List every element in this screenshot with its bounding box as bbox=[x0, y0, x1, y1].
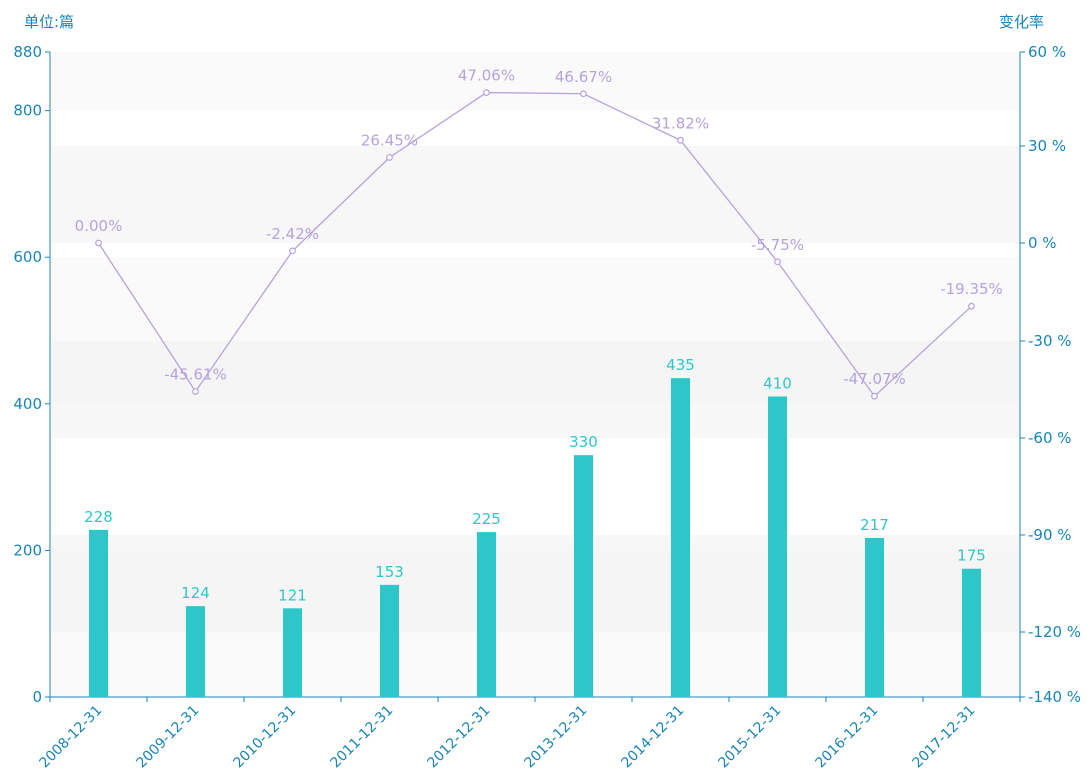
bar-data-label: 124 bbox=[181, 584, 210, 602]
split-band bbox=[51, 535, 1020, 632]
split-band bbox=[51, 438, 1020, 535]
bar-series: 228 124 121 153 225 330 435 410 217 175 bbox=[84, 356, 986, 697]
series-line bbox=[97, 91, 972, 398]
x-tick-label: 2017-12-31 bbox=[909, 703, 978, 772]
y-right-unit-label: 变化率 bbox=[999, 13, 1044, 31]
line-data-label: -5.75% bbox=[751, 236, 804, 254]
x-tick-label: 2009-12-31 bbox=[133, 703, 202, 772]
bar-data-label: 435 bbox=[666, 356, 695, 374]
bar-data-label: 330 bbox=[569, 433, 598, 451]
bar-data-label: 217 bbox=[860, 516, 889, 534]
line-point bbox=[483, 89, 490, 96]
split-band bbox=[51, 146, 1020, 243]
x-tick-label: 2011-12-31 bbox=[327, 703, 396, 772]
y-right-tick-label: -30 % bbox=[1028, 332, 1072, 350]
y-left-tick-label: 400 bbox=[13, 395, 42, 413]
split-band bbox=[51, 243, 1020, 341]
x-tick-label: 2010-12-31 bbox=[230, 703, 299, 772]
y-right-tick-label: 0 % bbox=[1028, 234, 1057, 252]
line-data-label: 31.82% bbox=[652, 114, 709, 132]
y-left-tick-label: 200 bbox=[13, 541, 42, 559]
y-left-tick-label: 600 bbox=[13, 248, 42, 266]
bar-data-label: 153 bbox=[375, 563, 404, 581]
split-band-left bbox=[51, 550, 1020, 697]
line-point bbox=[289, 247, 296, 255]
line-point bbox=[386, 154, 393, 161]
x-tick-label: 2012-12-31 bbox=[424, 703, 493, 772]
line-point bbox=[192, 388, 199, 395]
line-data-label: 47.06% bbox=[458, 67, 515, 85]
bar bbox=[574, 455, 593, 697]
line-point bbox=[580, 90, 587, 98]
x-tick-label: 2008-12-31 bbox=[36, 703, 105, 772]
line-point bbox=[774, 258, 781, 266]
split-band bbox=[51, 341, 1020, 438]
bar bbox=[671, 378, 690, 697]
y-right-tick-label: -90 % bbox=[1028, 526, 1072, 544]
split-band-left bbox=[51, 52, 1020, 111]
split-band bbox=[51, 632, 1020, 697]
line-data-label: -45.61% bbox=[164, 365, 227, 383]
y-right-tick-label: -120 % bbox=[1028, 623, 1081, 641]
y-right-tick-label: 30 % bbox=[1028, 137, 1066, 155]
line-point bbox=[871, 392, 878, 400]
y-right-tick-label: 60 % bbox=[1028, 43, 1066, 61]
line-point bbox=[95, 239, 102, 247]
y-left-tick-label: 800 bbox=[13, 102, 42, 120]
y-right-tick-label: -140 % bbox=[1028, 688, 1081, 706]
x-tick-label: 2016-12-31 bbox=[812, 703, 881, 772]
line-point bbox=[968, 302, 975, 310]
bar bbox=[768, 396, 787, 697]
line-data-label: -2.42% bbox=[266, 225, 319, 243]
line-point bbox=[677, 136, 684, 144]
bar bbox=[186, 606, 205, 697]
bar bbox=[283, 608, 302, 697]
line-data-label: 26.45% bbox=[361, 131, 418, 149]
split-band bbox=[51, 52, 1020, 146]
bar-data-label: 121 bbox=[278, 586, 307, 604]
y-left-tick-label: 880 bbox=[13, 43, 42, 61]
x-tick-label: 2015-12-31 bbox=[715, 703, 784, 772]
split-band-left bbox=[51, 257, 1020, 404]
y-right-tick-label: -60 % bbox=[1028, 429, 1072, 447]
split-area-bands bbox=[51, 52, 1020, 697]
bar bbox=[477, 532, 496, 697]
bar-data-label: 175 bbox=[957, 547, 986, 565]
line-data-label: -19.35% bbox=[940, 280, 1003, 298]
line-series: 0.00% -45.61% -2.42% 26.45% 47.06% 46.67% 31.8… bbox=[75, 67, 1003, 400]
line-data-label: -47.07% bbox=[843, 370, 906, 388]
bar-data-label: 225 bbox=[472, 510, 501, 528]
bar bbox=[89, 529, 108, 697]
bar bbox=[380, 584, 399, 697]
bar-data-label: 228 bbox=[84, 508, 113, 526]
bar bbox=[962, 568, 981, 697]
x-tick-label: 2013-12-31 bbox=[521, 703, 590, 772]
x-tick-label: 2014-12-31 bbox=[618, 703, 687, 772]
y-left-tick-label: 0 bbox=[32, 688, 42, 706]
y-left-unit-label: 单位:篇 bbox=[24, 13, 74, 31]
line-data-label: 46.67% bbox=[555, 68, 612, 86]
line-data-label: 0.00% bbox=[75, 217, 123, 235]
bar bbox=[865, 537, 884, 697]
bar-data-label: 410 bbox=[763, 374, 792, 392]
